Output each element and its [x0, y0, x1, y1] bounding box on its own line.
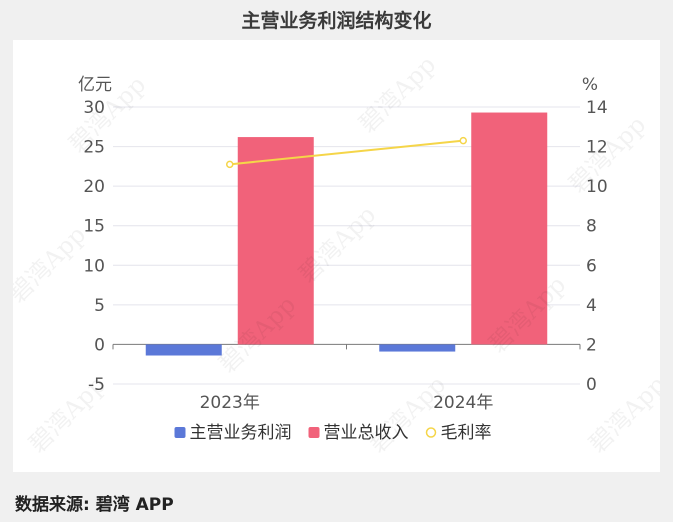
y-right-tick-label: 0	[586, 375, 597, 395]
legend-label: 主营业务利润	[190, 423, 292, 443]
y-left-tick-label: 0	[94, 335, 105, 355]
y-left-tick-label: 10	[83, 256, 105, 276]
y-right-tick-label: 14	[586, 98, 608, 118]
legend-label: 营业总收入	[324, 423, 409, 443]
watermark: 碧湾App	[13, 220, 91, 308]
chart: -5 0 5 10 15 20 25 30 0 2 4 6 8 10 12 14 亿元 % 2023年 2024年主营…	[13, 50, 660, 458]
data-source: 数据来源: 碧湾 APP	[15, 495, 174, 515]
legend-swatch	[308, 427, 320, 438]
y-left-tick-label: 25	[83, 138, 105, 158]
bar-main-profit	[145, 344, 222, 356]
y-right-tick-label: 8	[586, 217, 597, 237]
bar-revenue	[471, 112, 548, 345]
y-left-tick-label: 15	[83, 217, 105, 237]
y-right-tick-label: 4	[586, 296, 597, 316]
y-left-tick-label: 30	[83, 98, 105, 118]
watermark: 碧湾App	[353, 50, 441, 138]
chart-panel: -5 0 5 10 15 20 25 30 0 2 4 6 8 10 12 14 亿元% 2023年 2024年主营…	[13, 40, 660, 472]
y-left-tick-label: -5	[88, 375, 105, 395]
x-axis-label: 2023年	[200, 393, 260, 413]
gross-margin-point	[226, 160, 234, 169]
gross-margin-line	[229, 139, 464, 166]
y-left-tick-label: 20	[83, 177, 105, 197]
y-right-unit: %	[582, 75, 598, 95]
bar-revenue	[237, 137, 314, 345]
legend-label: 毛利率	[441, 423, 492, 443]
y-right-tick-label: 12	[586, 138, 608, 158]
legend-swatch	[425, 427, 437, 438]
y-left-unit: 亿元	[78, 75, 112, 95]
x-axis-label: 2024年	[433, 393, 493, 413]
legend-swatch	[174, 427, 186, 438]
y-right-tick-label: 6	[586, 256, 597, 276]
chart-title: 主营业务利润结构变化	[241, 10, 432, 32]
bar-main-profit	[379, 344, 456, 352]
gross-margin-point	[459, 136, 467, 145]
y-right-tick-label: 2	[586, 335, 597, 355]
y-left-tick-label: 5	[94, 296, 105, 316]
y-right-tick-label: 10	[586, 177, 608, 197]
watermark: 碧湾App	[23, 370, 111, 458]
